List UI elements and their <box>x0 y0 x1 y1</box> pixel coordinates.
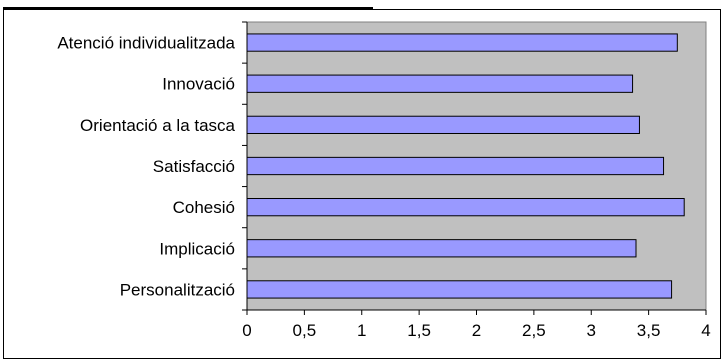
x-tick-label: 3,5 <box>637 321 661 340</box>
category-label: Innovació <box>162 75 235 94</box>
bar-3 <box>246 115 640 134</box>
x-tick-label: 4 <box>701 321 710 340</box>
x-tick-label: 0,5 <box>293 321 317 340</box>
category-label: Implicació <box>159 239 235 258</box>
x-tick-label: 1 <box>357 321 366 340</box>
category-label: Satisfacció <box>153 157 235 176</box>
header-underline <box>3 7 373 9</box>
x-tick-label: 2 <box>472 321 481 340</box>
bar-2 <box>246 74 634 93</box>
chart-frame: Atenció individualitzada Innovació Orienta… <box>3 9 721 359</box>
x-tick-label: 0 <box>242 321 251 340</box>
category-label: Cohesió <box>173 198 235 217</box>
bar-7 <box>246 280 673 299</box>
bar-1 <box>246 33 678 52</box>
bar-4 <box>246 156 665 176</box>
category-label: Atenció individualitzada <box>57 34 235 53</box>
bar-5 <box>246 198 685 217</box>
x-tick-label: 2,5 <box>522 321 546 340</box>
y-axis-labels: Atenció individualitzada Innovació Orienta… <box>57 34 235 300</box>
category-label: Personalització <box>120 280 235 299</box>
cropped-header-area <box>0 0 727 10</box>
x-tick-label: 1,5 <box>407 321 431 340</box>
bar-6 <box>246 239 637 258</box>
horizontal-bar-chart: Atenció individualitzada Innovació Orienta… <box>57 21 711 340</box>
x-axis-labels: 0 0,5 1 1,5 2 2,5 3 3,5 4 <box>242 321 710 340</box>
plot-area <box>242 21 707 315</box>
category-label: Orientació a la tasca <box>80 116 236 135</box>
x-tick-label: 3 <box>587 321 596 340</box>
